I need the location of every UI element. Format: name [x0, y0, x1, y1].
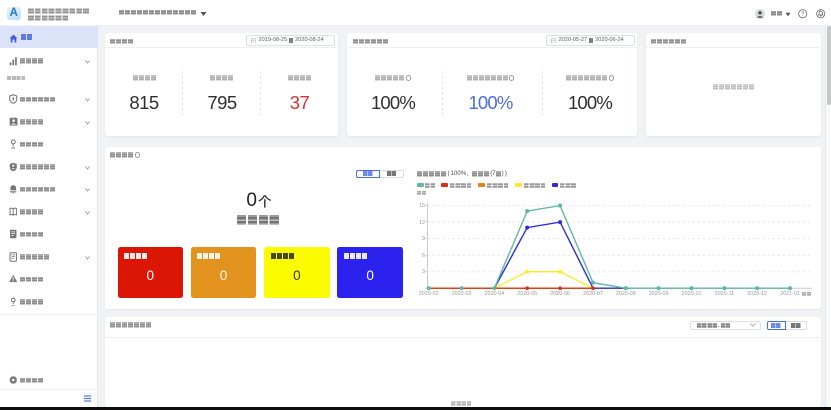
svg-text:?: ? [801, 12, 804, 18]
